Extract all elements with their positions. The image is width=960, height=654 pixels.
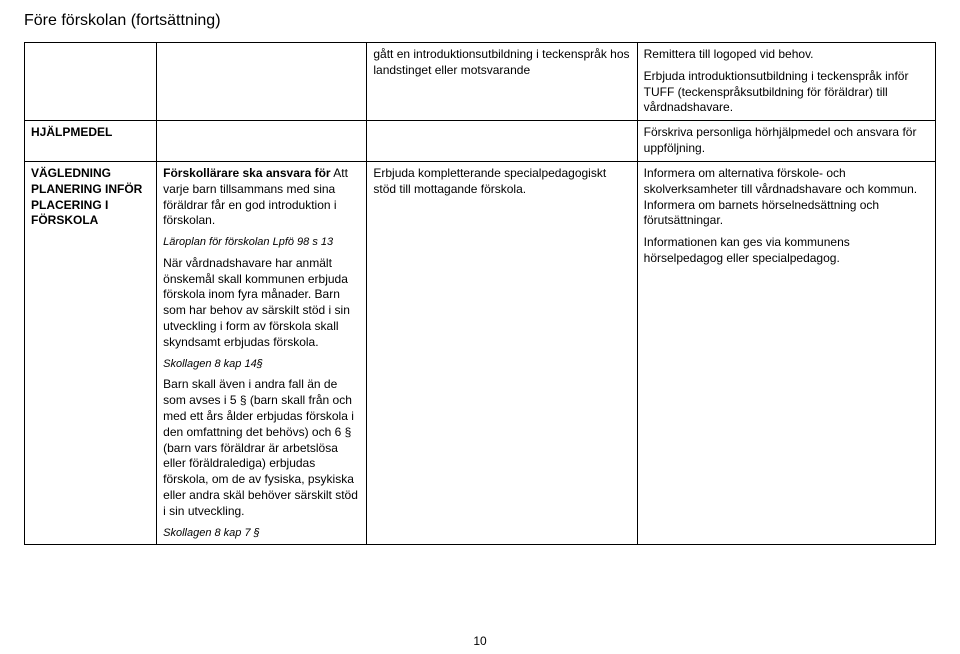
citation: Läroplan för förskolan Lpfö 98 s 13 bbox=[163, 235, 360, 250]
cell-r2c2 bbox=[157, 121, 367, 162]
text: Erbjuda introduktionsutbildning i tecken… bbox=[644, 69, 929, 116]
cell-r1c4: Remittera till logoped vid behov. Erbjud… bbox=[637, 43, 935, 121]
cell-r3c1: VÄGLEDNING PLANERING INFÖR PLACERING I F… bbox=[25, 161, 157, 544]
table-row: HJÄLPMEDEL Förskriva personliga hörhjälp… bbox=[25, 121, 936, 162]
table-row: gått en introduktionsutbildning i tecken… bbox=[25, 43, 936, 121]
text: Förskriva personliga hörhjälpmedel och a… bbox=[644, 125, 929, 157]
table-row: VÄGLEDNING PLANERING INFÖR PLACERING I F… bbox=[25, 161, 936, 544]
cell-r1c3: gått en introduktionsutbildning i tecken… bbox=[367, 43, 637, 121]
text: När vårdnadshavare har anmält önskemål s… bbox=[163, 256, 360, 351]
cell-r3c4: Informera om alternativa förskole- och s… bbox=[637, 161, 935, 544]
cell-r2c3 bbox=[367, 121, 637, 162]
row-label: HJÄLPMEDEL bbox=[31, 125, 112, 139]
page-title: Före förskolan (fortsättning) bbox=[24, 12, 936, 30]
row-label-line: PLACERING I bbox=[31, 198, 150, 214]
citation: Skollagen 8 kap 14§ bbox=[163, 357, 360, 372]
text: Förskollärare ska ansvara för Att varje … bbox=[163, 166, 360, 229]
row-label-line: FÖRSKOLA bbox=[31, 213, 150, 229]
cell-r2c4: Förskriva personliga hörhjälpmedel och a… bbox=[637, 121, 935, 162]
text: Barn skall även i andra fall än de som a… bbox=[163, 377, 360, 519]
cell-r1c2 bbox=[157, 43, 367, 121]
cell-r2c1: HJÄLPMEDEL bbox=[25, 121, 157, 162]
text: gått en introduktionsutbildning i tecken… bbox=[373, 47, 630, 79]
row-label-line: PLANERING INFÖR bbox=[31, 182, 150, 198]
cell-r3c3: Erbjuda kompletterande specialpedagogisk… bbox=[367, 161, 637, 544]
text: Erbjuda kompletterande specialpedagogisk… bbox=[373, 166, 630, 198]
cell-r3c2: Förskollärare ska ansvara för Att varje … bbox=[157, 161, 367, 544]
cell-r1c1 bbox=[25, 43, 157, 121]
text: Informera om alternativa förskole- och s… bbox=[644, 166, 929, 229]
main-table: gått en introduktionsutbildning i tecken… bbox=[24, 42, 936, 545]
row-label-line: VÄGLEDNING bbox=[31, 166, 150, 182]
text: Remittera till logoped vid behov. bbox=[644, 47, 929, 63]
bold-lead: Förskollärare ska ansvara för bbox=[163, 166, 330, 180]
citation: Skollagen 8 kap 7 § bbox=[163, 526, 360, 541]
text: Informationen kan ges via kommunens hörs… bbox=[644, 235, 929, 267]
page-number: 10 bbox=[0, 634, 960, 648]
